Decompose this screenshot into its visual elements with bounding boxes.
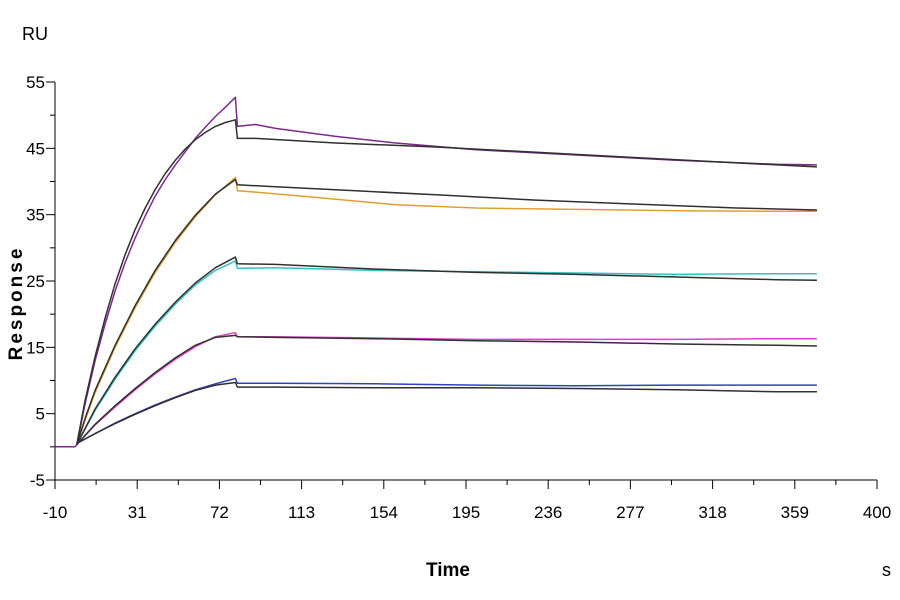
x-tick-label: 31 <box>128 503 147 522</box>
y-axis-title: Response <box>6 246 27 361</box>
y-tick-label: -5 <box>30 471 45 490</box>
tick-marks <box>46 81 878 489</box>
tick-labels: -10 31 72 113 154 195 236 277 318 359 400 -5 5 15 25 35… <box>26 73 891 522</box>
series-line-5 <box>76 260 817 446</box>
x-tick-label: 154 <box>370 503 398 522</box>
series-layer <box>55 96 817 448</box>
series-line-1 <box>55 96 817 448</box>
axes <box>54 82 877 481</box>
x-tick-label: 195 <box>452 503 480 522</box>
x-tick-label: 400 <box>863 503 891 522</box>
x-unit-label: s <box>882 560 891 580</box>
series-line-3 <box>75 176 817 446</box>
y-tick-label: 35 <box>26 206 45 225</box>
x-tick-label: 277 <box>616 503 644 522</box>
x-tick-label: 359 <box>781 503 809 522</box>
series-line-4 <box>75 178 817 446</box>
y-tick-label: 15 <box>26 338 45 357</box>
y-tick-label: 25 <box>26 272 45 291</box>
x-axis-title: Time <box>426 560 470 581</box>
x-tick-label: 318 <box>698 503 726 522</box>
x-tick-label: 113 <box>288 503 315 522</box>
series-line-7 <box>76 331 817 446</box>
x-tick-label: 72 <box>210 503 229 522</box>
series-line-6 <box>76 256 817 446</box>
y-tick-label: 5 <box>36 405 45 424</box>
y-tick-label: 55 <box>26 73 45 92</box>
series-line-10 <box>76 381 817 445</box>
series-line-2 <box>75 119 817 445</box>
y-tick-label: 45 <box>26 139 45 158</box>
x-tick-label: 236 <box>534 503 562 522</box>
x-tick-label: -10 <box>43 503 68 522</box>
series-line-8 <box>76 334 817 446</box>
y-unit-label: RU <box>22 24 48 44</box>
